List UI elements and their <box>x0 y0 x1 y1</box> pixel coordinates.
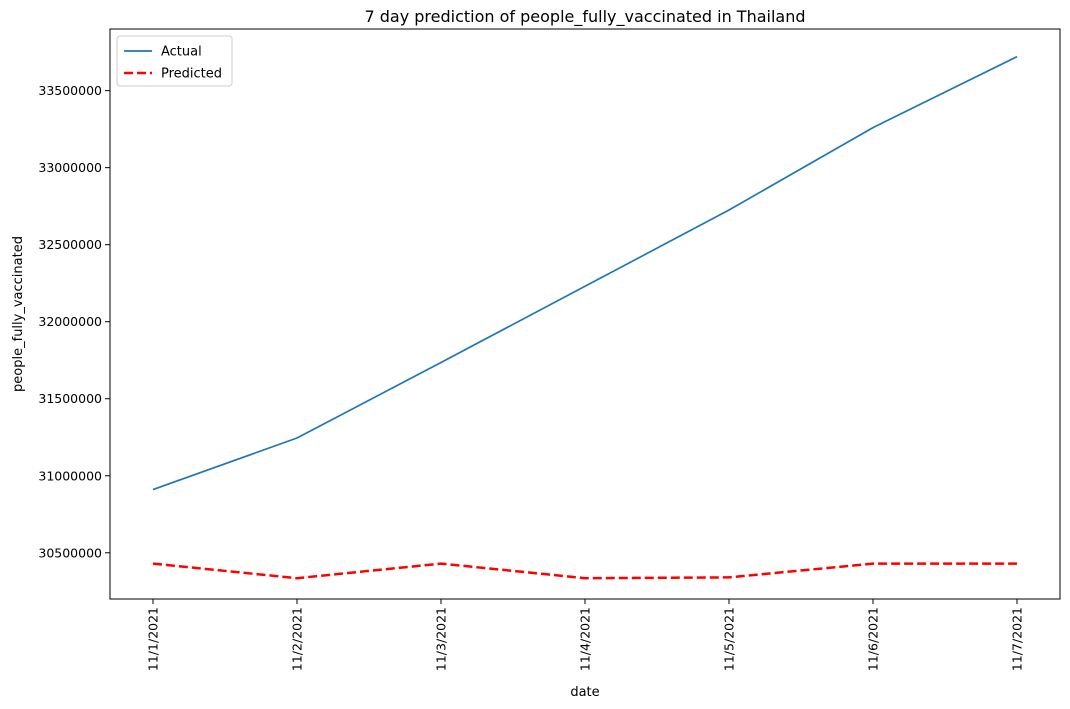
plot-frame <box>109 28 1061 600</box>
x-tick-label: 11/7/2021 <box>1010 607 1025 671</box>
y-tick-label: 33000000 <box>38 160 102 175</box>
y-tick-label: 30500000 <box>38 545 102 560</box>
legend-label-actual: Actual <box>161 45 202 60</box>
plot-area: 30500000 31000000 31500000 32000000 32500000… <box>38 28 1061 671</box>
y-tick-label: 32000000 <box>38 314 102 329</box>
series-lines <box>152 55 1018 580</box>
y-tick-label: 31000000 <box>38 468 102 483</box>
y-tick-label: 32500000 <box>38 237 102 252</box>
x-tick-label: 11/4/2021 <box>578 607 593 671</box>
y-tick-label: 33500000 <box>38 83 102 98</box>
x-tick-label: 11/6/2021 <box>866 607 881 671</box>
legend-label-predicted: Predicted <box>161 67 222 82</box>
y-axis: 30500000 31000000 31500000 32000000 32500000… <box>38 83 110 560</box>
x-tick-label: 11/1/2021 <box>146 607 161 671</box>
x-tick-label: 11/5/2021 <box>722 607 737 671</box>
chart-title: 7 day prediction of people_fully_vaccina… <box>364 7 805 27</box>
series-line-actual <box>152 55 1018 491</box>
legend: Actual Predicted <box>116 35 233 87</box>
y-axis-title: people_fully_vaccinated <box>11 236 26 392</box>
x-axis: 11/1/2021 11/2/2021 11/3/2021 11/4/2021 11/5… <box>146 599 1025 671</box>
x-tick-label: 11/2/2021 <box>290 607 305 671</box>
x-tick-label: 11/3/2021 <box>434 607 449 671</box>
series-line-predicted <box>152 562 1017 580</box>
x-axis-title: date <box>570 685 599 700</box>
y-tick-label: 31500000 <box>38 391 102 406</box>
